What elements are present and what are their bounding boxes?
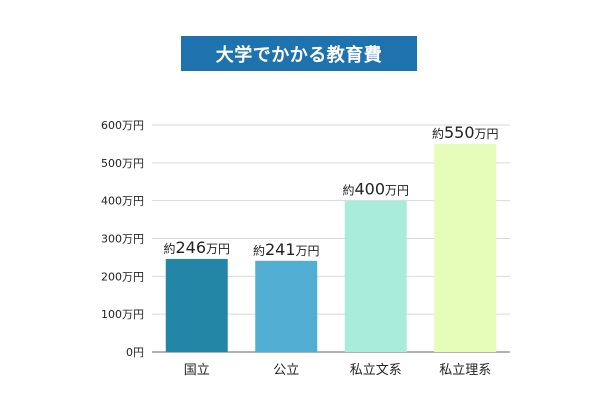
data-label-prefix: 約 bbox=[253, 243, 265, 258]
x-category-label: 私立文系 bbox=[350, 363, 402, 378]
data-label-number: 400 bbox=[354, 180, 385, 199]
data-label-suffix: 万円 bbox=[206, 242, 230, 256]
y-tick-label: 400万円 bbox=[101, 195, 144, 208]
data-label: 約550万円 bbox=[432, 123, 499, 142]
y-tick-label: 300万円 bbox=[101, 233, 144, 246]
data-label-number: 246 bbox=[175, 238, 206, 257]
y-tick-label: 600万円 bbox=[101, 119, 144, 132]
data-label: 約400万円 bbox=[342, 180, 409, 199]
chart-title: 大学でかかる教育費 bbox=[181, 36, 417, 71]
x-category-label: 国立 bbox=[184, 363, 210, 378]
data-label: 約246万円 bbox=[163, 238, 230, 257]
data-label: 約241万円 bbox=[253, 240, 320, 259]
x-category-label: 私立理系 bbox=[439, 363, 491, 378]
data-label-number: 550 bbox=[444, 123, 475, 142]
data-label-prefix: 約 bbox=[342, 183, 354, 198]
y-tick-label: 200万円 bbox=[101, 270, 144, 283]
data-label-suffix: 万円 bbox=[475, 127, 499, 141]
data-label-number: 241 bbox=[265, 240, 296, 259]
y-tick-label: 500万円 bbox=[101, 157, 144, 170]
y-tick-label: 100万円 bbox=[101, 308, 144, 321]
data-label-prefix: 約 bbox=[432, 126, 444, 141]
bar-1 bbox=[165, 258, 228, 352]
bar-2 bbox=[255, 260, 318, 352]
bar-4 bbox=[434, 143, 497, 352]
data-label-prefix: 約 bbox=[163, 241, 175, 256]
x-category-label: 公立 bbox=[273, 363, 299, 378]
data-label-suffix: 万円 bbox=[385, 184, 409, 198]
y-tick-label: 0円 bbox=[126, 346, 144, 359]
data-label-suffix: 万円 bbox=[296, 244, 320, 258]
bar-3 bbox=[344, 200, 407, 352]
